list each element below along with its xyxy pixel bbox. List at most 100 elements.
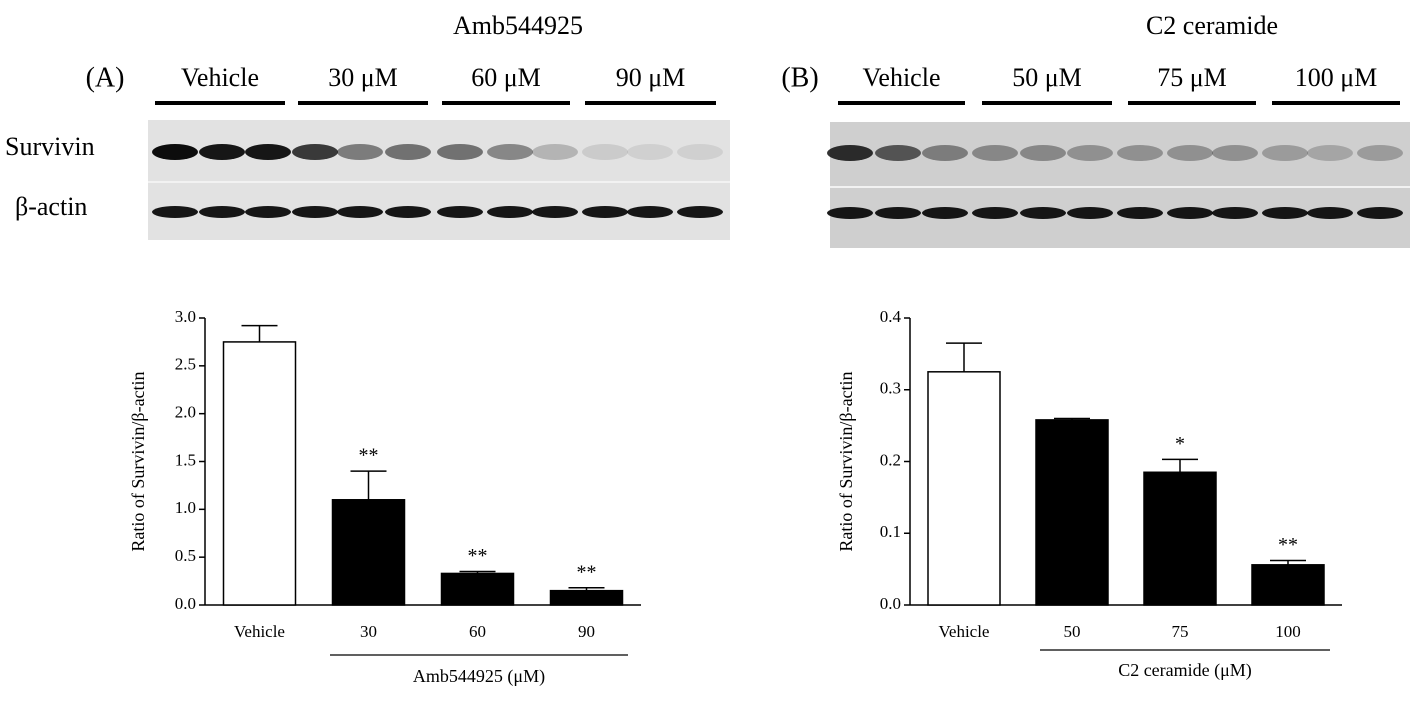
lane-label: Vehicle	[181, 63, 259, 92]
bar	[927, 371, 1001, 606]
survivin-band	[337, 144, 383, 160]
actin-band	[1067, 207, 1113, 219]
actin-band	[627, 206, 673, 218]
y-tick-label: 0.0	[880, 594, 901, 613]
survivin-band	[245, 144, 291, 160]
y-axis-label: Ratio of Survivin/β-actin	[836, 371, 856, 551]
lane-label: Vehicle	[863, 63, 941, 92]
significance-mark: **	[577, 561, 597, 583]
y-tick-label: 2.5	[175, 355, 196, 374]
bar	[440, 572, 515, 606]
x-tick-label: 60	[469, 622, 486, 641]
actin-band	[385, 206, 431, 218]
actin-band	[1357, 207, 1403, 219]
y-tick-label: 0.1	[880, 522, 901, 541]
actin-band	[972, 207, 1018, 219]
actin-band	[582, 206, 628, 218]
bar	[549, 589, 624, 606]
y-tick-label: 2.0	[175, 403, 196, 422]
lane-label: 90 μM	[616, 63, 686, 92]
significance-mark: *	[1175, 433, 1185, 455]
actin-band	[1212, 207, 1258, 219]
survivin-band	[875, 145, 921, 161]
y-tick-label: 0.0	[175, 594, 196, 613]
lane-label: 100 μM	[1295, 63, 1378, 92]
x-tick-label: 50	[1064, 622, 1081, 641]
survivin-band	[385, 144, 431, 160]
y-tick-label: 1.0	[175, 498, 196, 517]
y-tick-label: 0.4	[880, 307, 902, 326]
actin-band	[1307, 207, 1353, 219]
actin-band	[487, 206, 533, 218]
x-tick-label: Vehicle	[939, 622, 990, 641]
x-tick-label: Vehicle	[234, 622, 285, 641]
significance-mark: **	[359, 445, 379, 467]
blot-row-label: β-actin	[15, 192, 87, 221]
survivin-band	[1357, 145, 1403, 161]
actin-band	[337, 206, 383, 218]
actin-band	[199, 206, 245, 218]
survivin-band	[827, 145, 873, 161]
survivin-band	[437, 144, 483, 160]
actin-band	[922, 207, 968, 219]
x-tick-label: 75	[1172, 622, 1189, 641]
bar	[222, 341, 297, 606]
survivin-band	[1262, 145, 1308, 161]
blot-image	[830, 122, 1410, 248]
blot-row-label: Survivin	[5, 132, 95, 161]
survivin-band	[1020, 145, 1066, 161]
survivin-band	[152, 144, 198, 160]
actin-band	[245, 206, 291, 218]
bar	[1035, 419, 1109, 606]
panel-label: (A)	[86, 62, 125, 93]
survivin-band	[1167, 145, 1213, 161]
blot-title: Amb544925	[453, 11, 583, 40]
actin-band	[437, 206, 483, 218]
panel-label: (B)	[781, 62, 818, 93]
significance-mark: **	[468, 545, 488, 567]
y-axis-label: Ratio of Survivin/β-actin	[128, 371, 148, 551]
survivin-band	[199, 144, 245, 160]
survivin-band	[582, 144, 628, 160]
actin-band	[1020, 207, 1066, 219]
survivin-band	[1117, 145, 1163, 161]
actin-band	[1117, 207, 1163, 219]
lane-label: 50 μM	[1012, 63, 1082, 92]
actin-band	[677, 206, 723, 218]
lane-label: 60 μM	[471, 63, 541, 92]
y-tick-label: 0.2	[880, 450, 901, 469]
actin-band	[875, 207, 921, 219]
actin-band	[1262, 207, 1308, 219]
actin-band	[292, 206, 338, 218]
bar	[1251, 564, 1325, 606]
y-tick-label: 0.5	[175, 546, 196, 565]
actin-band	[1167, 207, 1213, 219]
survivin-band	[1212, 145, 1258, 161]
lane-label: 75 μM	[1157, 63, 1227, 92]
survivin-band	[292, 144, 338, 160]
y-tick-label: 1.5	[175, 450, 196, 469]
bar	[1143, 471, 1217, 606]
y-tick-label: 3.0	[175, 307, 196, 326]
survivin-band	[677, 144, 723, 160]
x-axis-label: Amb544925 (μM)	[413, 666, 545, 687]
x-axis-label: C2 ceramide (μM)	[1118, 660, 1252, 681]
actin-band	[532, 206, 578, 218]
blot-title: C2 ceramide	[1146, 11, 1278, 40]
x-tick-label: 90	[578, 622, 595, 641]
x-tick-label: 100	[1275, 622, 1301, 641]
lane-label: 30 μM	[328, 63, 398, 92]
significance-mark: **	[1278, 534, 1298, 556]
survivin-band	[487, 144, 533, 160]
actin-band	[152, 206, 198, 218]
survivin-band	[532, 144, 578, 160]
survivin-band	[922, 145, 968, 161]
survivin-band	[1307, 145, 1353, 161]
survivin-band	[627, 144, 673, 160]
x-tick-label: 30	[360, 622, 377, 641]
y-tick-label: 0.3	[880, 379, 901, 398]
actin-band	[827, 207, 873, 219]
survivin-band	[972, 145, 1018, 161]
survivin-band	[1067, 145, 1113, 161]
